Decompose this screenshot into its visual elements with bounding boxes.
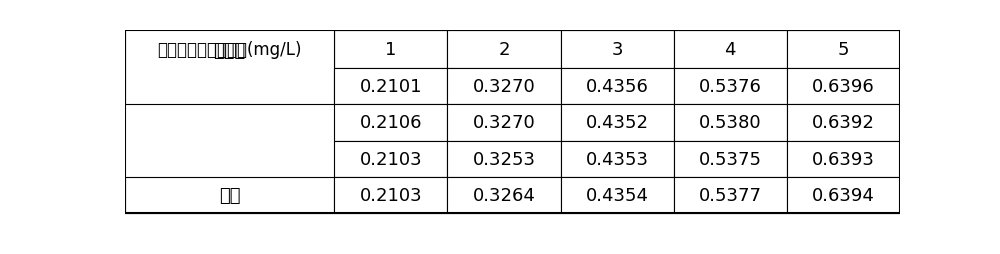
Bar	[561, 177, 674, 213]
Text: 0.4356: 0.4356	[586, 78, 649, 96]
Bar	[674, 69, 787, 105]
Bar	[787, 30, 900, 69]
Bar	[561, 141, 674, 177]
Bar	[125, 30, 334, 69]
Text: 0.2103: 0.2103	[360, 150, 422, 168]
Bar	[334, 69, 447, 105]
Bar	[674, 30, 787, 69]
Text: 1: 1	[385, 41, 397, 58]
Bar	[334, 141, 447, 177]
Bar	[334, 30, 447, 69]
Text: 2: 2	[498, 41, 510, 58]
Text: 馒离子标样溶液浓度(mg/L): 馒离子标样溶液浓度(mg/L)	[157, 41, 302, 58]
Text: 吸光度: 吸光度	[214, 42, 246, 59]
Bar	[447, 69, 561, 105]
Text: 0.5380: 0.5380	[699, 114, 762, 132]
Text: 0.2103: 0.2103	[360, 186, 422, 204]
Text: 平均: 平均	[219, 186, 240, 204]
Text: 0.4354: 0.4354	[586, 186, 649, 204]
Text: 0.5376: 0.5376	[699, 78, 762, 96]
Text: 0.2101: 0.2101	[360, 78, 422, 96]
Bar	[787, 177, 900, 213]
Bar	[787, 69, 900, 105]
Text: 0.6396: 0.6396	[812, 78, 875, 96]
Bar	[561, 69, 674, 105]
Bar	[561, 30, 674, 69]
Text: 0.5377: 0.5377	[699, 186, 762, 204]
Bar	[787, 105, 900, 141]
Text: 0.3264: 0.3264	[473, 186, 535, 204]
Bar	[125, 177, 334, 213]
Bar	[561, 105, 674, 141]
Bar	[334, 105, 447, 141]
Text: 0.3253: 0.3253	[472, 150, 535, 168]
Text: 0.5375: 0.5375	[699, 150, 762, 168]
Bar	[125, 0, 334, 105]
Text: 3: 3	[611, 41, 623, 58]
Bar	[334, 177, 447, 213]
Text: 5: 5	[838, 41, 849, 58]
Text: 0.4352: 0.4352	[586, 114, 649, 132]
Text: 0.6392: 0.6392	[812, 114, 875, 132]
Bar	[674, 177, 787, 213]
Bar	[447, 141, 561, 177]
Text: 0.3270: 0.3270	[473, 114, 535, 132]
Text: 0.2106: 0.2106	[360, 114, 422, 132]
Text: 0.3270: 0.3270	[473, 78, 535, 96]
Bar	[787, 141, 900, 177]
Text: 0.4353: 0.4353	[586, 150, 649, 168]
Text: 0.6393: 0.6393	[812, 150, 875, 168]
Text: 0.6394: 0.6394	[812, 186, 875, 204]
Bar	[447, 177, 561, 213]
Text: 4: 4	[725, 41, 736, 58]
Bar	[674, 105, 787, 141]
Bar	[447, 105, 561, 141]
Bar	[674, 141, 787, 177]
Bar	[447, 30, 561, 69]
